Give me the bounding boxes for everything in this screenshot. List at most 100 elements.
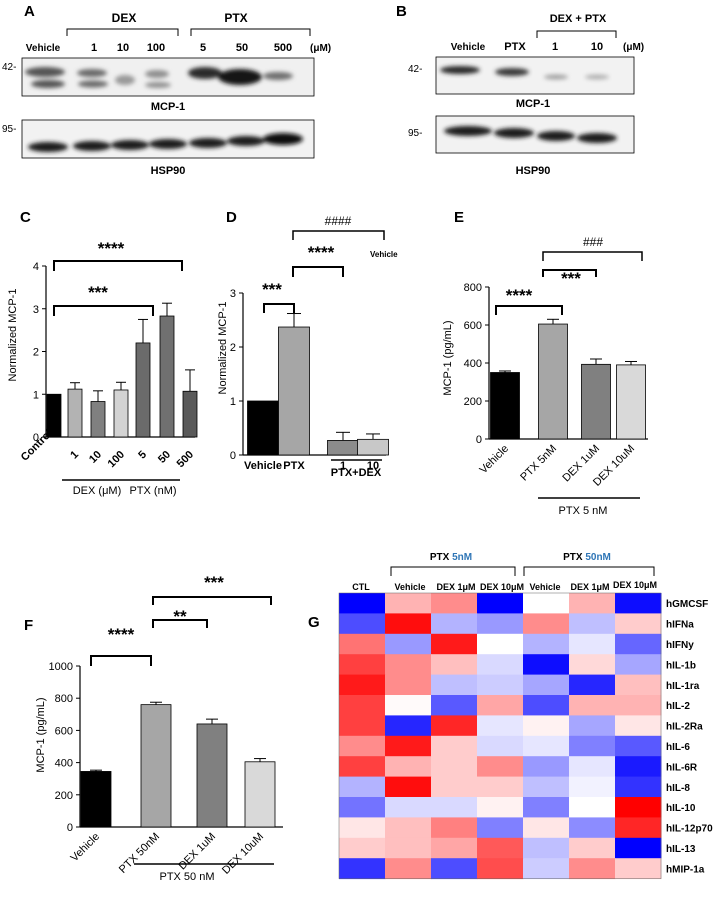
blot-label: MCP-1 bbox=[151, 101, 185, 113]
heatmap-cell bbox=[431, 715, 478, 737]
heatmap-cell bbox=[615, 715, 662, 737]
dex-bracket bbox=[66, 28, 179, 36]
heatmap-cell bbox=[431, 633, 478, 655]
bar bbox=[247, 400, 279, 456]
y-tick-label: 400 bbox=[464, 358, 482, 370]
y-tick-label: 600 bbox=[55, 725, 73, 737]
blot-label: MCP-1 bbox=[516, 98, 550, 110]
heatmap-cell bbox=[569, 654, 616, 676]
y-axis-label: Normalized MCP-1 bbox=[217, 302, 229, 395]
x-category-label: Vehicle bbox=[478, 443, 512, 477]
heatmap-cell bbox=[339, 776, 386, 798]
row-label: hIL-10 bbox=[666, 803, 696, 814]
heatmap-cell bbox=[523, 858, 570, 880]
bar bbox=[80, 771, 112, 828]
x-category-label: Vehicle bbox=[244, 460, 282, 472]
heatmap-cell bbox=[431, 756, 478, 778]
lane-label: 500 bbox=[274, 42, 292, 54]
x-category-label: Vehicle bbox=[69, 831, 103, 865]
y-axis-label: MCP-1 (pg/mL) bbox=[442, 320, 454, 395]
heatmap-cell bbox=[477, 735, 524, 757]
column-label: Vehicle bbox=[529, 582, 560, 592]
bar bbox=[278, 326, 310, 456]
heatmap-cell bbox=[385, 633, 432, 655]
significance-bracket bbox=[152, 619, 208, 628]
x-category-label: DEX 1uM bbox=[176, 831, 218, 873]
heatmap-cell bbox=[385, 817, 432, 839]
significance-bracket bbox=[542, 269, 597, 277]
row-label: hIL-1b bbox=[666, 660, 696, 671]
heatmap-cell bbox=[339, 715, 386, 737]
unit-label: (μM) bbox=[623, 42, 644, 53]
heatmap-cell bbox=[339, 735, 386, 757]
significance-stars: **** bbox=[308, 243, 335, 262]
heatmap-cell bbox=[477, 654, 524, 676]
x-category-label: 100 bbox=[106, 449, 127, 470]
row-label: hIL-12p70 bbox=[666, 824, 713, 835]
y-tick-label: 1 bbox=[33, 389, 39, 401]
column-label: DEX 10μM bbox=[613, 580, 657, 590]
lane-label: PTX bbox=[504, 41, 526, 53]
significance-bracket bbox=[53, 305, 154, 316]
bar bbox=[581, 363, 611, 440]
panel-letter: B bbox=[396, 3, 407, 20]
significance-bracket bbox=[292, 266, 344, 277]
heatmap-cell bbox=[523, 735, 570, 757]
column-label: DEX 1μM bbox=[436, 582, 475, 592]
heatmap-cell bbox=[431, 776, 478, 798]
heatmap-cell bbox=[523, 593, 570, 614]
heatmap-cell bbox=[523, 715, 570, 737]
significance-bracket bbox=[495, 305, 563, 315]
bar bbox=[327, 440, 359, 456]
hsp90-bands bbox=[28, 133, 303, 152]
x-category-label: PTX 50nM bbox=[117, 831, 162, 876]
heatmap-cell bbox=[523, 654, 570, 676]
panel-f: F *** ** **** MCP-1 (pg/mL) PTX 50 nM 0 2… bbox=[24, 573, 283, 883]
heatmap-cell bbox=[569, 715, 616, 737]
mw-marker: 95- bbox=[408, 128, 422, 139]
heatmap-cell bbox=[477, 817, 524, 839]
heatmap-cell bbox=[477, 797, 524, 818]
heatmap-cell bbox=[339, 756, 386, 778]
group-label: PTX 5 nM bbox=[559, 505, 608, 517]
lane-label: Vehicle bbox=[451, 42, 486, 53]
heatmap-cell bbox=[615, 633, 662, 655]
heatmap-cell bbox=[431, 735, 478, 757]
heatmap-cell bbox=[615, 613, 662, 635]
y-tick-label: 400 bbox=[55, 758, 73, 770]
heatmap-cell bbox=[615, 858, 662, 880]
heatmap-cell bbox=[385, 715, 432, 737]
y-tick-label: 4 bbox=[33, 261, 39, 273]
significance-stars: ** bbox=[173, 607, 187, 626]
y-tick-label: 600 bbox=[464, 320, 482, 332]
bar bbox=[159, 315, 175, 438]
y-tick-label: 200 bbox=[55, 790, 73, 802]
group-prefix: PTX bbox=[430, 552, 452, 563]
heatmap-cell bbox=[523, 776, 570, 798]
heatmap-cell bbox=[477, 837, 524, 859]
column-label: Vehicle bbox=[394, 582, 425, 592]
heatmap-cell bbox=[431, 654, 478, 676]
dex-label: DEX bbox=[112, 11, 137, 25]
mcp1-bands bbox=[25, 67, 293, 88]
panel-letter: F bbox=[24, 617, 33, 634]
bar bbox=[244, 761, 276, 828]
lane-label: 50 bbox=[236, 42, 248, 54]
heatmap-cell bbox=[569, 817, 616, 839]
heatmap-cell bbox=[477, 776, 524, 798]
heatmap-cell bbox=[569, 735, 616, 757]
mw-marker: 42- bbox=[408, 64, 422, 75]
heatmap-cell bbox=[523, 633, 570, 655]
bar bbox=[616, 364, 646, 440]
row-label: hIFNa bbox=[666, 620, 694, 631]
lane-label: 100 bbox=[147, 42, 165, 54]
y-tick-label: 2 bbox=[33, 347, 39, 359]
panel-letter: A bbox=[24, 3, 35, 20]
lane-label: 5 bbox=[200, 42, 206, 54]
column-label: DEX 10μM bbox=[480, 582, 524, 592]
column-label: CTL bbox=[352, 582, 370, 592]
group-label: PTX (nM) bbox=[129, 485, 176, 497]
y-tick-label: 0 bbox=[476, 434, 482, 446]
hash-note: Vehicle bbox=[370, 250, 398, 259]
heatmap-cell bbox=[523, 797, 570, 818]
